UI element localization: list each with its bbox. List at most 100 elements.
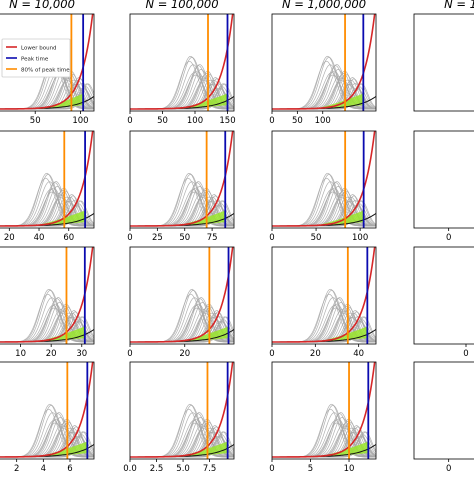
subplot-2-4: 05 <box>413 130 474 243</box>
plot-area <box>0 362 94 459</box>
x-tick-label: 100 <box>187 116 203 126</box>
subplot-2-2: 0 25 50 75 <box>127 130 235 243</box>
x-tick-label: 30 <box>76 349 87 359</box>
green-band <box>311 93 364 109</box>
x-tick-label: 0.0 <box>123 464 137 474</box>
subplot-4-4: 05 <box>413 361 474 474</box>
x-tick-label: 2.5 <box>150 464 164 474</box>
x-tick-label: 50 <box>292 116 303 126</box>
plot-area <box>130 362 234 459</box>
axes-frame <box>413 130 474 229</box>
lower-bound-curve <box>0 131 94 227</box>
subplot-1-1: N = 10,000 50 100 <box>0 0 95 126</box>
axes-frame <box>271 246 377 345</box>
x-tick-label: 60 <box>63 233 74 243</box>
x-tick-label: 25 <box>152 233 163 243</box>
x-tick-label: 50 <box>157 116 168 126</box>
legend: Lower bound Peak time 80% of peak time <box>1 38 71 78</box>
x-tick-label: 100 <box>315 116 331 126</box>
axes-frame <box>129 246 235 345</box>
axes-frame <box>271 361 377 460</box>
axes-frame <box>413 246 474 345</box>
plot-area <box>272 131 376 228</box>
x-tick-label: 0 <box>269 349 274 359</box>
x-tick-label: 0 <box>127 116 132 126</box>
subplot-4-1: 2 4 6 <box>0 361 95 474</box>
subplot-1-3: N = 1,000,000 0 50 100 <box>269 0 377 126</box>
x-tick-label: 100 <box>72 116 88 126</box>
subplot-title: N = 10, <box>444 0 474 11</box>
lower-bound-curve <box>130 247 234 343</box>
plot-area <box>0 131 94 228</box>
axes-frame <box>271 13 377 112</box>
x-tick-label: 7.5 <box>203 464 217 474</box>
legend-label-peak-time: Peak time <box>21 57 49 63</box>
subplot-2-1: 20 40 60 <box>0 130 95 243</box>
x-tick-label: 20 <box>179 349 190 359</box>
axes-frame <box>0 13 95 112</box>
x-tick-label: 10 <box>15 349 26 359</box>
plot-area <box>130 131 234 228</box>
x-tick-label: 20 <box>4 233 15 243</box>
x-tick-label: 40 <box>34 233 45 243</box>
lower-bound-curve <box>0 247 94 343</box>
x-tick-label: 50 <box>311 233 322 243</box>
x-tick-label: 0 <box>127 349 132 359</box>
x-tick-label: 40 <box>353 349 364 359</box>
plot-area <box>0 14 94 111</box>
axes-frame <box>0 361 95 460</box>
x-tick-label: 0 <box>446 464 451 474</box>
subplot-4-2: 0.0 2.5 5.0 7.5 <box>123 361 235 474</box>
lower-bound-curve <box>130 14 234 110</box>
axes-frame <box>129 361 235 460</box>
subplot-3-2: 0 20 <box>127 246 235 359</box>
x-tick-label: 5 <box>308 464 313 474</box>
subplot-3-3: 0 20 40 <box>269 246 377 359</box>
axes-frame <box>129 13 235 112</box>
lower-bound-curve <box>0 14 94 110</box>
green-band <box>311 210 364 226</box>
axes-frame <box>271 130 377 229</box>
axes-frame <box>413 13 474 112</box>
plot-area <box>272 14 376 111</box>
x-tick-label: 6 <box>67 464 72 474</box>
x-tick-label: 100 <box>352 233 368 243</box>
x-tick-label: 0 <box>269 464 274 474</box>
subplot-2-3: 0 50 100 <box>269 130 377 243</box>
x-tick-label: 5.0 <box>176 464 190 474</box>
lower-bound-curve <box>130 362 234 458</box>
lower-bound-curve <box>272 362 376 458</box>
plot-area <box>130 247 234 344</box>
subplot-4-3: 0 5 10 <box>269 361 377 474</box>
x-tick-label: 20 <box>310 349 321 359</box>
x-tick-label: 0 <box>463 349 468 359</box>
axes-frame <box>0 246 95 345</box>
x-tick-label: 4 <box>41 464 46 474</box>
x-tick-label: 0 <box>269 116 274 126</box>
x-tick-label: 0 <box>269 233 274 243</box>
x-tick-label: 0 <box>446 233 451 243</box>
subplot-3-4: 0 <box>413 246 474 359</box>
plot-area <box>130 14 234 111</box>
lower-bound-curve <box>272 14 376 110</box>
axes-frame <box>0 130 95 229</box>
lower-bound-curve <box>130 131 234 227</box>
x-tick-label: 150 <box>219 116 235 126</box>
x-tick-label: 75 <box>207 233 218 243</box>
x-tick-label: 50 <box>30 116 41 126</box>
subplot-1-4: N = 10, <box>413 0 474 112</box>
axes-frame <box>129 130 235 229</box>
subplot-title: N = 10,000 <box>9 0 75 11</box>
plot-area <box>0 247 94 344</box>
x-tick-label: 50 <box>179 233 190 243</box>
lower-bound-curve <box>272 131 376 227</box>
x-tick-label: 2 <box>14 464 19 474</box>
x-tick-label: 0 <box>127 233 132 243</box>
x-tick-label: 10 <box>344 464 355 474</box>
legend-label-eighty-pct: 80% of peak time <box>21 68 70 74</box>
subplot-3-1: 10 20 30 <box>0 246 95 359</box>
plot-area <box>272 247 376 344</box>
lower-bound-curve <box>0 362 94 458</box>
